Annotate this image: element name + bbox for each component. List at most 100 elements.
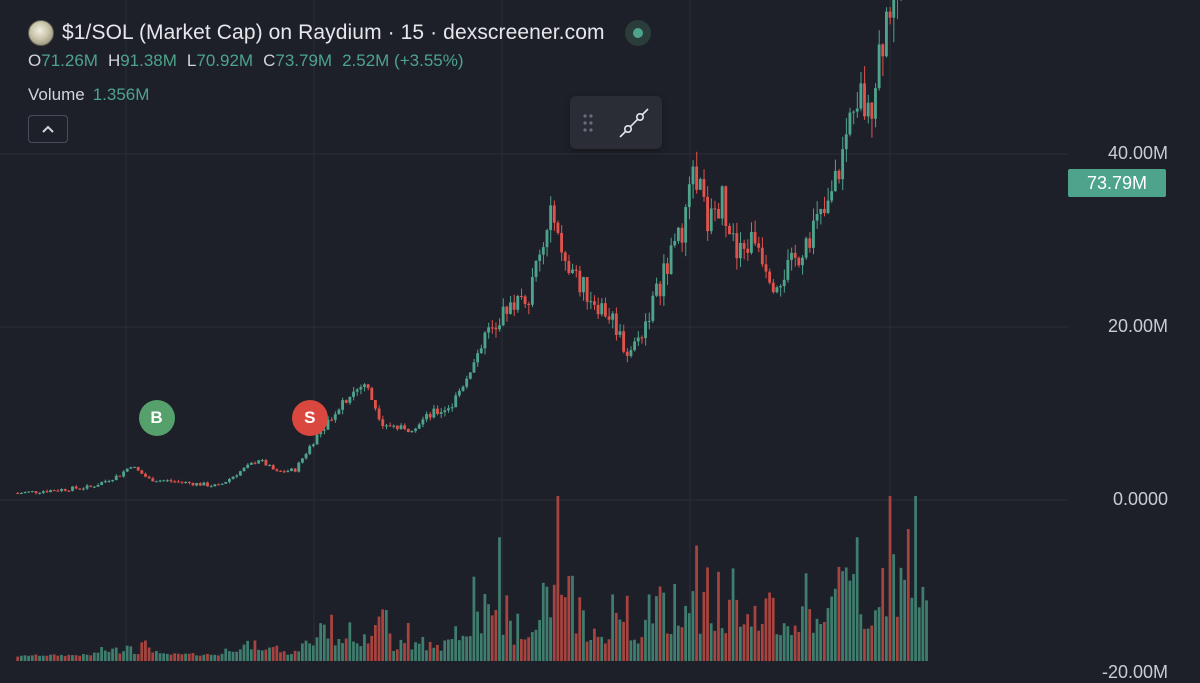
volume-bar xyxy=(680,627,684,661)
collapse-legend-button[interactable] xyxy=(28,115,68,143)
volume-bar xyxy=(742,624,746,661)
volume-bar xyxy=(655,596,658,661)
candle-body xyxy=(468,372,472,379)
candle-body xyxy=(125,468,129,472)
volume-bar xyxy=(220,653,224,661)
candle-body xyxy=(560,232,563,253)
candle-body xyxy=(67,490,71,492)
candle-body xyxy=(38,492,42,494)
candle-body xyxy=(833,170,837,192)
volume-bar xyxy=(498,537,501,661)
volume-bar xyxy=(804,573,808,661)
volume-bar xyxy=(447,639,450,661)
candle-body xyxy=(505,306,509,314)
candle-body xyxy=(279,470,282,472)
candle-body xyxy=(395,425,399,429)
volume-bar xyxy=(523,639,527,661)
volume-bar xyxy=(709,623,713,661)
volume-bar xyxy=(534,629,538,661)
candle-body xyxy=(213,484,217,487)
trend-line-tool-button[interactable] xyxy=(606,106,662,140)
candle-body xyxy=(74,486,78,489)
candle-body xyxy=(676,227,680,242)
volume-bar xyxy=(155,650,158,661)
candle-body xyxy=(629,350,633,356)
volume-bar xyxy=(315,637,319,661)
volume-bar xyxy=(169,654,173,661)
candle-body xyxy=(264,460,268,466)
candle-body xyxy=(669,245,673,274)
volume-bar xyxy=(326,638,330,661)
candle-body xyxy=(859,83,863,109)
volume-bar xyxy=(578,597,582,661)
volume-bar xyxy=(74,655,78,661)
volume-bar xyxy=(702,592,706,661)
volume-bar xyxy=(917,607,921,661)
candle-body xyxy=(56,490,60,492)
candle-body xyxy=(625,351,629,356)
volume-bar xyxy=(425,650,428,661)
buy-marker[interactable]: B xyxy=(138,400,175,436)
current-price-tag: 73.79M xyxy=(1068,169,1166,197)
candle-body xyxy=(687,184,691,208)
candle-body xyxy=(454,395,458,408)
candle-body xyxy=(235,475,239,477)
volume-bar xyxy=(505,595,509,661)
price-chart[interactable] xyxy=(0,0,1200,661)
candle-body xyxy=(666,263,669,274)
candle-body xyxy=(739,242,742,259)
volume-bar xyxy=(611,594,614,661)
candle-body xyxy=(162,480,166,482)
volume-bar xyxy=(337,639,341,661)
volume-bar xyxy=(63,655,67,661)
volume-bar xyxy=(468,636,472,661)
volume-bar xyxy=(735,599,739,661)
candle-body xyxy=(516,295,520,310)
candle-body xyxy=(191,483,195,486)
volume-bar xyxy=(844,567,848,661)
candle-body xyxy=(695,166,699,190)
volume-bar xyxy=(45,655,49,661)
candle-body xyxy=(742,242,746,249)
token-avatar xyxy=(28,20,54,46)
volume-bar xyxy=(34,654,38,661)
candle-body xyxy=(819,208,823,215)
candle-body xyxy=(439,412,443,414)
volume-bar xyxy=(676,625,680,661)
volume-bar xyxy=(268,647,271,661)
open-value: 71.26M xyxy=(41,51,98,70)
volume-bar xyxy=(585,641,589,661)
volume-bar xyxy=(107,651,111,661)
volume-bar xyxy=(600,636,604,661)
candle-body xyxy=(567,261,571,274)
candle-body xyxy=(797,257,801,266)
volume-bar xyxy=(779,635,782,661)
volume-bar xyxy=(286,654,290,661)
candle-body xyxy=(23,492,27,494)
candle-body xyxy=(457,390,461,396)
candle-body xyxy=(487,327,490,333)
sell-marker[interactable]: S xyxy=(291,400,328,436)
volume-bar xyxy=(23,655,27,661)
volume-bar xyxy=(717,571,720,661)
volume-bar xyxy=(151,652,155,661)
volume-bar xyxy=(67,654,71,661)
volume-bar xyxy=(739,626,742,661)
volume-bar xyxy=(85,654,89,661)
candle-body xyxy=(746,248,750,253)
price-axis-tick-label: 0.0000 xyxy=(1112,489,1168,509)
drag-handle-icon[interactable] xyxy=(570,112,606,134)
volume-bar xyxy=(731,568,735,661)
volume-bar xyxy=(19,655,23,661)
volume-bar xyxy=(217,655,220,661)
candle-body xyxy=(574,269,578,271)
candle-body xyxy=(370,388,374,401)
volume-bar xyxy=(374,625,377,661)
volume-bar xyxy=(706,567,709,661)
volume-bar xyxy=(753,605,757,661)
volume-bar xyxy=(384,609,388,661)
candle-body xyxy=(388,425,392,427)
volume-bar xyxy=(479,633,483,661)
candle-body xyxy=(158,480,162,482)
volume-bar xyxy=(647,594,651,661)
